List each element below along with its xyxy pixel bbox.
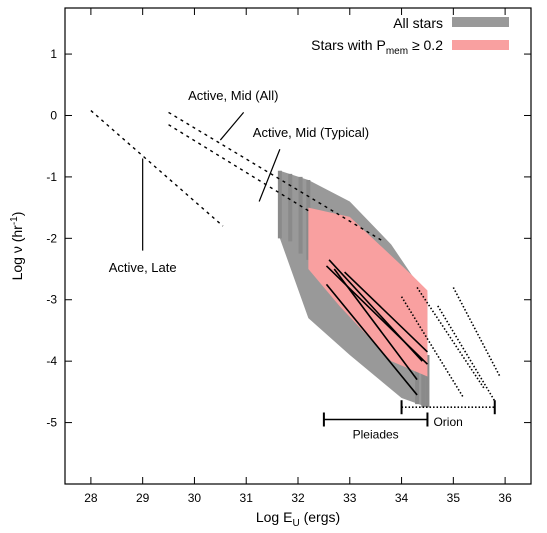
legend-swatch-members: [452, 40, 509, 50]
annotation-active-late-label: Active, Late: [109, 260, 177, 275]
solid-line: [333, 268, 418, 381]
x-tick-label: 28: [84, 491, 98, 505]
legend-label-members-tail: ≥ 0.2: [408, 37, 443, 53]
x-tick-label: 30: [188, 491, 202, 505]
y-tick-label: -5: [46, 416, 57, 430]
solid-line: [328, 259, 423, 362]
y-axis-label-sup: -1: [9, 216, 20, 225]
legend-label-members-sub: mem: [386, 46, 408, 57]
legend: All stars Stars with Pmem ≥ 0.2: [311, 15, 509, 57]
x-tick-label: 35: [447, 491, 461, 505]
y-tick-label: -4: [46, 354, 57, 368]
dotted-line: [416, 287, 486, 390]
dotted-line: [437, 305, 496, 402]
x-tick-label: 29: [136, 491, 150, 505]
y-axis-label-main: Log ν (hr: [9, 225, 25, 281]
y-axis-label: Log ν (hr-1): [9, 212, 25, 281]
series-line-dashed: [90, 110, 224, 227]
annotation-active-mid-all-pointer: [219, 112, 245, 141]
legend-label-members-main: Stars with P: [311, 37, 386, 53]
x-axis-label-sub: U: [292, 518, 299, 529]
x-axis-label-tail: (ergs): [300, 509, 340, 525]
solid-line: [344, 271, 428, 353]
legend-swatch-all-stars: [452, 17, 509, 27]
x-tick-label: 31: [240, 491, 254, 505]
annotation-active-mid-typical-pointer: [258, 149, 281, 202]
y-tick-label: -3: [46, 293, 57, 307]
y-tick-label: -2: [46, 231, 57, 245]
x-tick-label: 32: [291, 491, 305, 505]
range-orion-label: Orion: [433, 415, 462, 429]
range-pleiades-label: Pleiades: [353, 428, 399, 442]
solid-line: [325, 283, 418, 396]
dotted-line: [452, 287, 501, 377]
dotted-line: [400, 296, 465, 399]
range-markers: Pleiades Orion: [322, 400, 496, 442]
annotations: Active, Mid (All) Active, Mid (Typical) Ac…: [109, 88, 369, 275]
x-axis-label: Log EU (ergs): [256, 509, 340, 529]
legend-label-members: Stars with Pmem ≥ 0.2: [311, 37, 443, 57]
x-axis-label-main: Log E: [256, 509, 293, 525]
legend-label-all-stars: All stars: [393, 15, 443, 31]
axes: 28 29 30 31 32 33 34 35 36 1 0 -1 -2 -3 -4 -5 Log EU (er…: [9, 7, 532, 529]
annotation-active-mid-all-label: Active, Mid (All): [188, 88, 278, 103]
x-tick-label: 33: [343, 491, 357, 505]
x-tick-label: 36: [498, 491, 512, 505]
x-tick-label: 34: [395, 491, 409, 505]
y-tick-label: 0: [50, 108, 57, 122]
annotation-active-mid-typical-label: Active, Mid (Typical): [253, 125, 369, 140]
y-tick-label: -1: [46, 170, 57, 184]
data-lines: [90, 110, 501, 402]
y-tick-label: 1: [50, 47, 57, 61]
y-axis-label-tail: ): [9, 212, 25, 217]
